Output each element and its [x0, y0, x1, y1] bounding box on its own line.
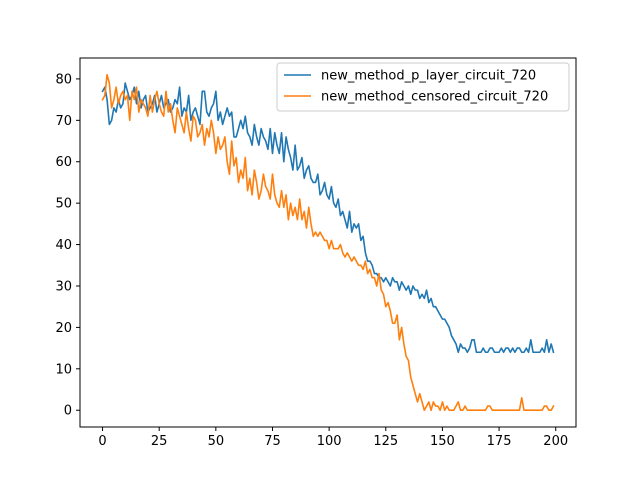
series-line-2	[101, 73, 555, 412]
x-tick-label: 25	[151, 434, 168, 449]
x-tick-label: 100	[317, 434, 342, 449]
y-tick-label: 0	[64, 404, 72, 419]
legend: new_method_p_layer_circuit_720 new_method…	[276, 62, 570, 112]
y-tick-label: 40	[55, 238, 72, 253]
y-tick-label: 30	[55, 279, 72, 294]
x-tick-label: 75	[264, 434, 281, 449]
y-tick-label: 10	[55, 362, 72, 377]
legend-label: new_method_censored_circuit_720	[321, 90, 548, 105]
y-axis: 0 10 20 30 40 50 60 70 80	[55, 72, 80, 419]
y-tick-label: 70	[55, 114, 72, 129]
x-tick-label: 200	[543, 434, 568, 449]
x-tick-label: 175	[487, 434, 512, 449]
x-tick-label: 125	[373, 434, 398, 449]
x-tick-label: 50	[208, 434, 225, 449]
y-tick-label: 80	[55, 72, 72, 87]
legend-label: new_method_p_layer_circuit_720	[321, 69, 536, 84]
x-axis: 0 25 50 75 100 125 150 175 200	[98, 427, 568, 449]
y-tick-label: 20	[55, 321, 72, 336]
y-tick-label: 60	[55, 155, 72, 170]
axes-frame	[79, 57, 577, 428]
x-tick-label: 0	[98, 434, 106, 449]
legend-box	[276, 62, 570, 112]
x-tick-label: 150	[430, 434, 455, 449]
series-line-1	[101, 82, 555, 354]
series-lines	[101, 73, 555, 412]
y-tick-label: 50	[55, 197, 72, 212]
plot-area	[79, 57, 577, 428]
